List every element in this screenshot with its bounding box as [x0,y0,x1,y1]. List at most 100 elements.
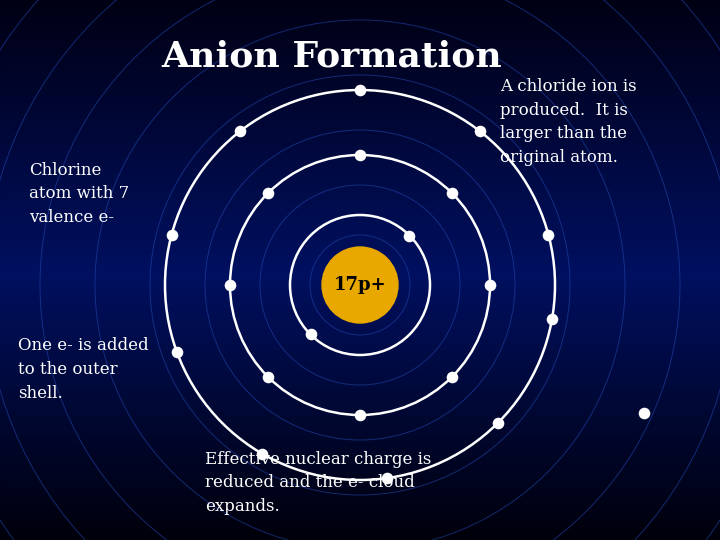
Bar [0,22,720,27]
Bar [0,432,720,437]
Point [224,281,235,289]
Point [546,314,558,323]
Bar [0,5,720,11]
Bar [0,162,720,167]
Point [485,281,496,289]
Bar [0,410,720,416]
Bar [0,173,720,178]
Bar [0,135,720,140]
Text: One e- is added
to the outer
shell.: One e- is added to the outer shell. [18,338,148,402]
Bar [0,335,720,340]
Text: Chlorine
atom with 7
valence e-: Chlorine atom with 7 valence e- [29,162,129,226]
Bar [0,405,720,410]
Point [166,230,177,239]
Bar [0,308,720,313]
Bar [0,356,720,362]
Bar [0,119,720,124]
Text: 17p+: 17p+ [333,276,387,294]
Bar [0,103,720,108]
Bar [0,448,720,454]
Bar [0,502,720,508]
Point [257,450,269,458]
Bar [0,286,720,292]
Bar [0,254,720,259]
Bar [0,16,720,22]
Bar [0,400,720,405]
Bar [0,54,720,59]
Bar [0,329,720,335]
Bar [0,394,720,400]
Bar [0,346,720,351]
Bar [0,232,720,238]
Bar [0,351,720,356]
Bar [0,265,720,270]
Bar [0,0,720,5]
Point [262,189,274,198]
Bar [0,529,720,535]
Bar [0,221,720,227]
Bar [0,324,720,329]
Point [171,347,182,356]
Bar [0,297,720,302]
Bar [0,70,720,76]
Bar [0,140,720,146]
Text: Anion Formation: Anion Formation [161,40,502,73]
Bar [0,378,720,383]
Text: A chloride ion is
produced.  It is
larger than the
original atom.: A chloride ion is produced. It is larger… [500,78,637,166]
Bar [0,157,720,162]
Bar [0,416,720,421]
Bar [0,11,720,16]
Bar [0,421,720,427]
Point [382,474,393,482]
Bar [0,184,720,189]
Circle shape [322,247,398,323]
Bar [0,97,720,103]
Bar [0,470,720,475]
Point [234,127,246,136]
Bar [0,383,720,389]
Bar [0,535,720,540]
Bar [0,124,720,130]
Bar [0,59,720,65]
Bar [0,319,720,324]
Bar [0,459,720,464]
Bar [0,367,720,373]
Point [474,127,486,136]
Bar [0,362,720,367]
Point [354,151,366,159]
Bar [0,464,720,470]
Bar [0,178,720,184]
Bar [0,43,720,49]
Bar [0,508,720,513]
Bar [0,81,720,86]
Bar [0,167,720,173]
Point [262,373,274,381]
Bar [0,32,720,38]
Point [543,230,554,239]
Bar [0,292,720,297]
Bar [0,486,720,491]
Bar [0,259,720,265]
Bar [0,302,720,308]
Bar [0,243,720,248]
Bar [0,86,720,92]
Bar [0,270,720,275]
Bar [0,92,720,97]
Bar [0,389,720,394]
Bar [0,275,720,281]
Bar [0,475,720,481]
Point [354,86,366,94]
Point [446,189,458,198]
Bar [0,437,720,443]
Bar [0,238,720,243]
Text: Effective nuclear charge is
reduced and the e- cloud
expands.: Effective nuclear charge is reduced and … [205,451,431,515]
Bar [0,373,720,378]
Point [354,411,366,420]
Bar [0,513,720,518]
Point [492,418,504,427]
Bar [0,211,720,216]
Bar [0,113,720,119]
Bar [0,205,720,211]
Point [446,373,458,381]
Bar [0,49,720,54]
